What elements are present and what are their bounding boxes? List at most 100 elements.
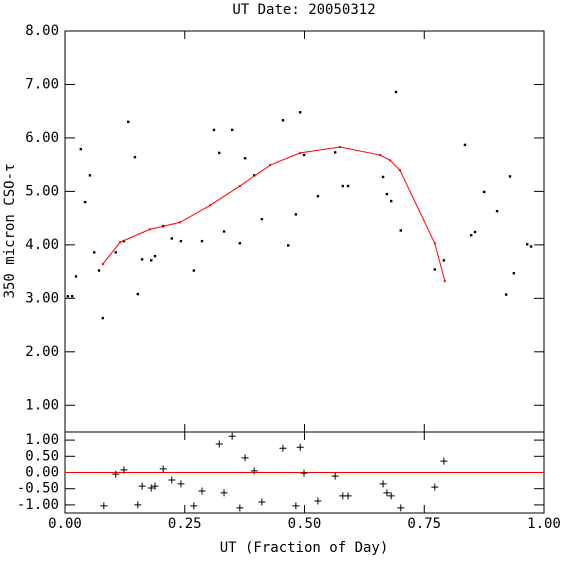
data-point xyxy=(122,239,126,243)
data-point xyxy=(153,254,157,258)
residual-point xyxy=(228,432,236,440)
data-point xyxy=(170,237,174,240)
residual-point xyxy=(379,480,387,488)
y-tick-label: 2.00 xyxy=(25,344,59,360)
data-point xyxy=(381,175,385,179)
chart-title: UT Date: 20050312 xyxy=(232,2,375,18)
data-point xyxy=(389,199,393,203)
residual-point xyxy=(387,492,395,500)
data-point xyxy=(150,259,153,262)
residual-point xyxy=(314,497,322,505)
data-point xyxy=(473,230,477,234)
data-point xyxy=(243,157,247,160)
data-point xyxy=(230,128,234,132)
y-tick-label: 1.00 xyxy=(25,397,59,413)
data-point xyxy=(222,230,226,233)
residual-point xyxy=(159,465,167,473)
y-tick-label: 7.00 xyxy=(25,76,59,92)
residual-point xyxy=(292,502,300,510)
y-tick-label: 1.00 xyxy=(25,432,59,448)
data-point xyxy=(192,269,196,272)
y-tick-label: 6.00 xyxy=(25,130,59,146)
data-point xyxy=(179,239,183,243)
x-tick-label: 1.00 xyxy=(527,516,561,532)
x-tick-label: 0.00 xyxy=(48,516,82,532)
residual-point xyxy=(198,487,206,495)
residual-point xyxy=(168,476,176,484)
data-point xyxy=(66,294,70,298)
y-tick-label: 4.00 xyxy=(25,237,59,253)
data-point xyxy=(508,175,512,178)
residual-point xyxy=(215,440,223,448)
y-axis-label: 350 micron CSO-τ xyxy=(2,164,18,299)
data-point xyxy=(316,195,320,198)
data-point xyxy=(346,184,350,188)
x-axis-label: UT (Fraction of Day) xyxy=(220,540,389,556)
data-point xyxy=(79,147,83,151)
data-point xyxy=(140,258,144,261)
residual-point xyxy=(112,470,120,478)
y-tick-label: -0.50 xyxy=(17,481,59,497)
residual-point xyxy=(250,467,258,475)
residual-point xyxy=(241,454,249,462)
residual-point xyxy=(151,482,159,490)
data-point xyxy=(218,151,221,155)
data-point xyxy=(70,294,74,298)
fit-vertex xyxy=(238,185,241,188)
data-point xyxy=(399,229,402,232)
fit-vertex xyxy=(379,154,382,157)
data-point xyxy=(385,192,389,196)
data-point xyxy=(281,119,285,122)
y-tick-label: 5.00 xyxy=(25,183,59,199)
y-tick-label: 3.00 xyxy=(25,290,59,306)
fit-vertex xyxy=(433,242,436,245)
residual-point xyxy=(120,466,128,474)
residual-point xyxy=(138,482,146,490)
residual-point xyxy=(296,443,304,451)
fit-vertex xyxy=(338,146,341,149)
data-point xyxy=(529,245,533,248)
residual-point xyxy=(177,480,185,488)
residual-point xyxy=(397,504,405,512)
data-point xyxy=(442,259,446,262)
y-tick-label: 0.50 xyxy=(25,448,59,464)
fit-vertex xyxy=(299,151,302,154)
data-point xyxy=(433,268,436,271)
data-point xyxy=(294,213,298,216)
data-point xyxy=(212,128,216,132)
fit-line xyxy=(102,146,446,282)
data-point xyxy=(114,251,117,254)
y-tick-label: -1.00 xyxy=(17,497,59,513)
data-point xyxy=(302,153,306,157)
data-point xyxy=(133,155,137,159)
residual-point xyxy=(258,498,266,506)
data-point xyxy=(495,209,499,213)
data-point xyxy=(526,243,529,246)
data-point xyxy=(93,251,96,254)
residual-point xyxy=(147,484,155,492)
fit-vertex xyxy=(148,228,151,231)
residual-point xyxy=(190,502,198,510)
data-point xyxy=(74,275,78,278)
residual-point xyxy=(279,444,287,452)
data-point xyxy=(97,269,101,272)
data-point xyxy=(287,244,290,247)
data-point xyxy=(504,293,508,296)
data-point xyxy=(136,292,140,296)
data-point xyxy=(341,184,345,188)
fit-vertex xyxy=(443,280,446,283)
data-point xyxy=(88,174,92,177)
residual-point xyxy=(220,489,228,497)
fit-vertex xyxy=(269,164,272,167)
x-tick-label: 0.75 xyxy=(407,516,441,532)
fit-vertex xyxy=(101,263,104,266)
residual-point xyxy=(344,492,352,500)
data-point xyxy=(298,111,302,114)
data-point xyxy=(127,120,130,124)
data-point xyxy=(238,242,242,245)
x-tick-label: 0.25 xyxy=(168,516,202,532)
residual-point xyxy=(100,502,108,510)
data-point xyxy=(200,239,204,243)
data-point xyxy=(482,190,486,194)
